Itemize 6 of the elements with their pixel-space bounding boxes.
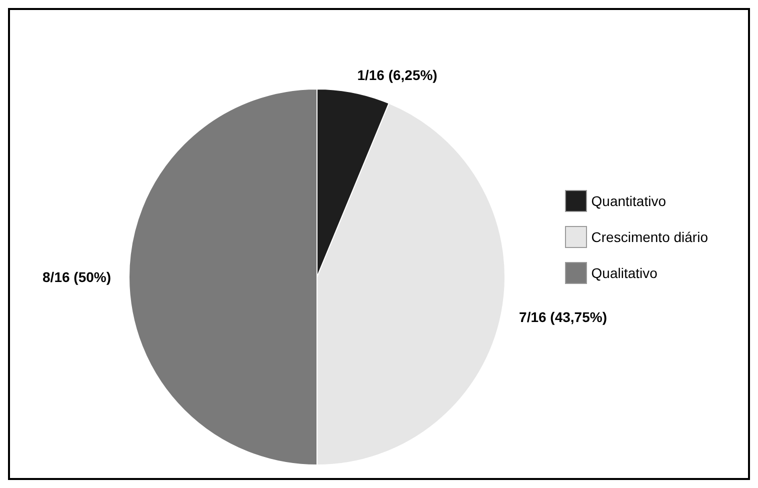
legend-label: Crescimento diário bbox=[591, 229, 708, 245]
legend-label: Quantitativo bbox=[591, 193, 666, 209]
data-label: 7/16 (43,75%) bbox=[519, 309, 607, 326]
legend-label: Qualitativo bbox=[591, 265, 658, 281]
data-label: 8/16 (50%) bbox=[42, 269, 111, 285]
data-label: 1/16 (6,25%) bbox=[357, 66, 438, 83]
